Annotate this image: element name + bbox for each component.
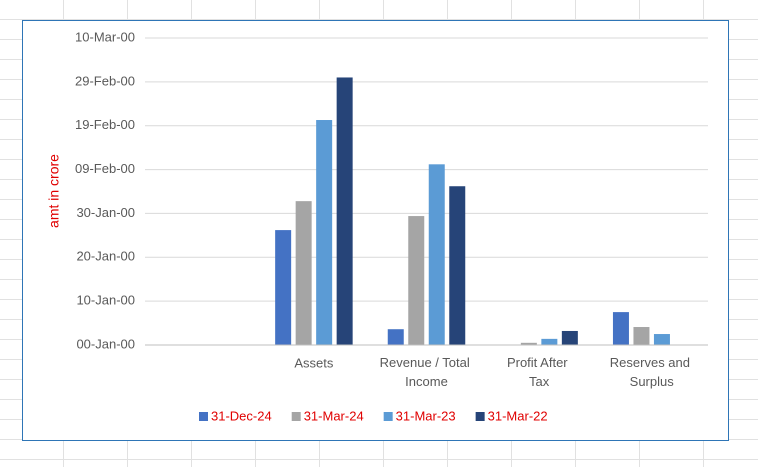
y-tick-label: 09-Feb-00 [75, 161, 135, 176]
legend-swatch [199, 412, 208, 421]
x-tick-label: Assets [294, 355, 334, 370]
y-tick-label: 29-Feb-00 [75, 73, 135, 88]
bar [449, 186, 466, 345]
y-tick-label: 19-Feb-00 [75, 117, 135, 132]
legend-label: 31-Mar-24 [304, 408, 364, 423]
bar [520, 342, 537, 345]
legend-label: 31-Mar-23 [396, 408, 456, 423]
bar [275, 230, 292, 345]
legend-swatch [291, 412, 301, 421]
y-tick-label: 00-Jan-00 [76, 336, 135, 351]
bar [541, 338, 558, 345]
legend-swatch [383, 412, 393, 421]
x-tick-label: Reserves and Surplus [610, 355, 694, 389]
bar [408, 216, 425, 345]
x-tick-label: Revenue / Total Income [380, 355, 474, 389]
bar [295, 201, 312, 345]
x-tick-label: Profit After Tax [507, 355, 571, 389]
y-tick-label: 20-Jan-00 [76, 249, 135, 264]
bar [336, 77, 353, 345]
legend-label: 31-Mar-22 [488, 408, 548, 423]
legend-swatch [475, 412, 485, 421]
bar [316, 120, 333, 346]
y-tick-label: 30-Jan-00 [76, 205, 135, 220]
y-axis-label: amt in crore [46, 154, 62, 228]
bar [387, 329, 404, 345]
y-tick-label: 10-Jan-00 [76, 293, 135, 308]
legend-label: 31-Dec-24 [211, 408, 272, 423]
bar [612, 312, 629, 345]
bar [633, 327, 650, 345]
bar [653, 334, 670, 345]
y-tick-label: 10-Mar-00 [75, 29, 135, 44]
chart-frame [22, 20, 729, 441]
bar [561, 330, 578, 345]
bar [428, 164, 445, 345]
